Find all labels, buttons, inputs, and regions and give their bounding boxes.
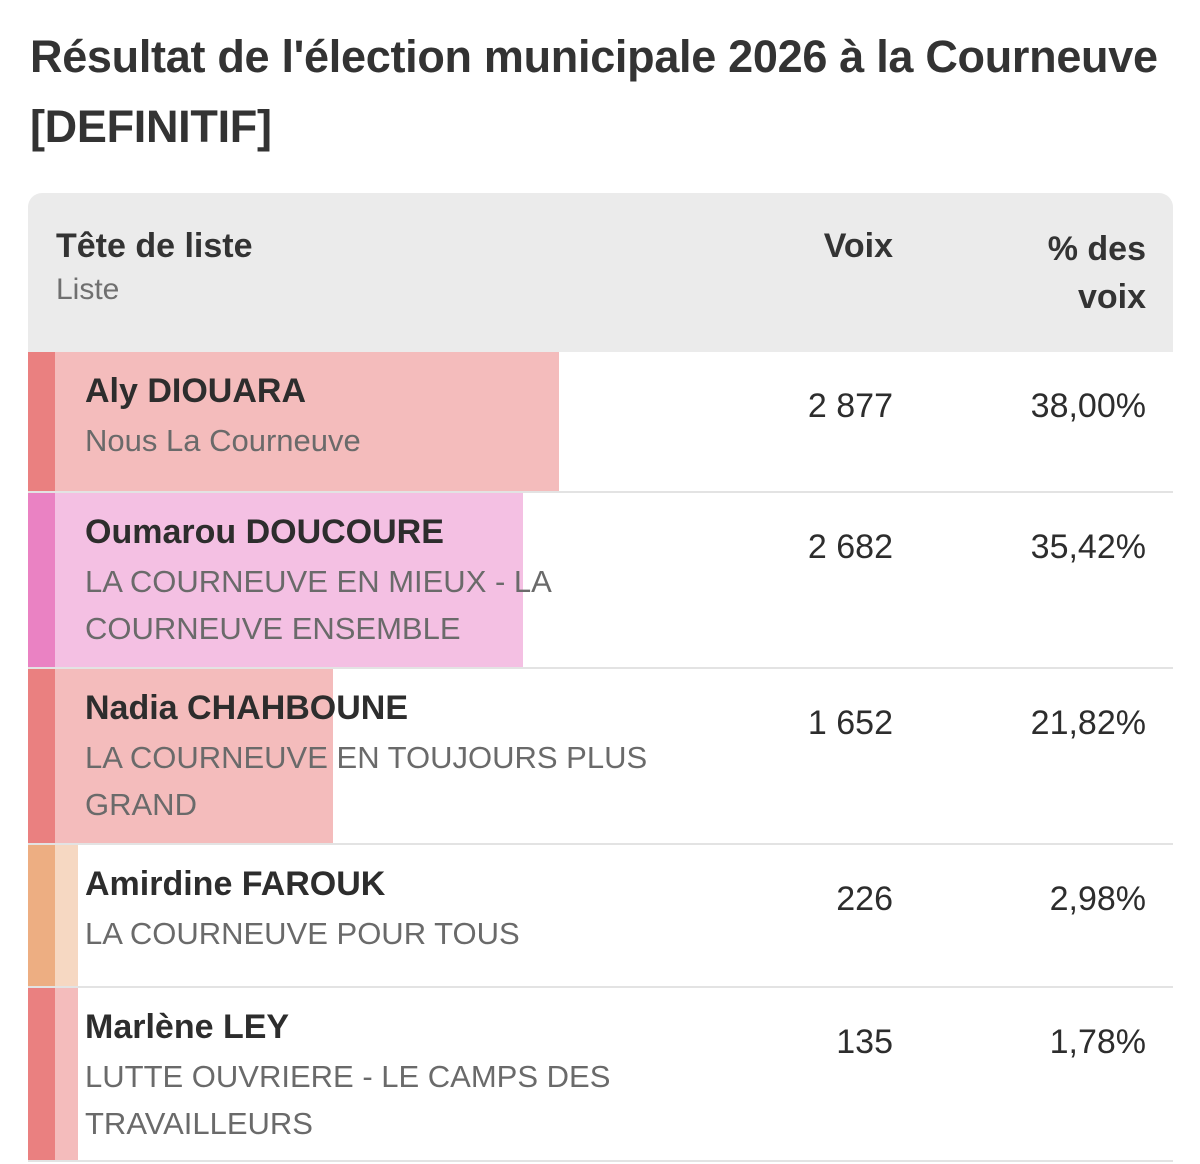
table-row: Marlène LEY LUTTE OUVRIERE - LE CAMPS DE… <box>28 988 1173 1162</box>
votes-value: 2 682 <box>807 528 893 566</box>
vote-share-bar <box>28 493 523 667</box>
list-name: LA COURNEUVE EN TOUJOURS PLUS GRAND <box>85 740 648 822</box>
candidate-name: Amirdine FAROUK <box>85 865 386 903</box>
list-name: LA COURNEUVE POUR TOUS <box>85 916 520 951</box>
column-header-list: Liste <box>56 273 120 306</box>
column-header-head: Tête de liste <box>56 227 253 265</box>
table-row: Nadia CHAHBOUNE LA COURNEUVE EN TOUJOURS… <box>28 669 1173 845</box>
candidate-name: Aly DIOUARA <box>85 372 307 410</box>
list-name: Nous La Courneuve <box>85 423 361 458</box>
percentage-value: 2,98% <box>1049 880 1146 918</box>
votes-value: 1 652 <box>807 704 893 742</box>
party-color-stripe <box>28 669 55 843</box>
table-row: Aly DIOUARA Nous La Courneuve 2 877 38,0… <box>28 352 1173 493</box>
votes-value: 226 <box>836 880 893 918</box>
results-table: Tête de liste Liste Voix % des voix Aly … <box>28 193 1173 1162</box>
table-row: Oumarou DOUCOURE LA COURNEUVE EN MIEUX -… <box>28 493 1173 669</box>
party-color-stripe <box>28 845 55 986</box>
vote-share-bar <box>28 352 559 491</box>
percentage-value: 1,78% <box>1049 1023 1146 1061</box>
list-name: LUTTE OUVRIERE - LE CAMPS DES TRAVAILLEU… <box>85 1059 611 1141</box>
candidate-name: Nadia CHAHBOUNE <box>85 689 409 727</box>
party-color-stripe <box>28 493 55 667</box>
vote-share-bar <box>28 669 333 843</box>
list-name: LA COURNEUVE EN MIEUX - LA COURNEUVE ENS… <box>85 564 551 646</box>
page-title: Résultat de l'élection municipale 2026 à… <box>30 31 1158 152</box>
votes-value: 135 <box>836 1023 893 1061</box>
candidate-name: Marlène LEY <box>85 1008 290 1046</box>
table-header: Tête de liste Liste Voix % des voix <box>28 193 1173 352</box>
column-header-votes: Voix <box>823 227 893 265</box>
column-header-pct: % des voix <box>1047 230 1146 316</box>
votes-value: 2 877 <box>807 387 893 425</box>
percentage-value: 35,42% <box>1030 528 1146 566</box>
table-row: Amirdine FAROUK LA COURNEUVE POUR TOUS 2… <box>28 845 1173 988</box>
percentage-value: 38,00% <box>1030 387 1146 425</box>
percentage-value: 21,82% <box>1030 704 1146 742</box>
party-color-stripe <box>28 352 55 491</box>
candidate-name: Oumarou DOUCOURE <box>85 513 444 551</box>
party-color-stripe <box>28 988 55 1160</box>
